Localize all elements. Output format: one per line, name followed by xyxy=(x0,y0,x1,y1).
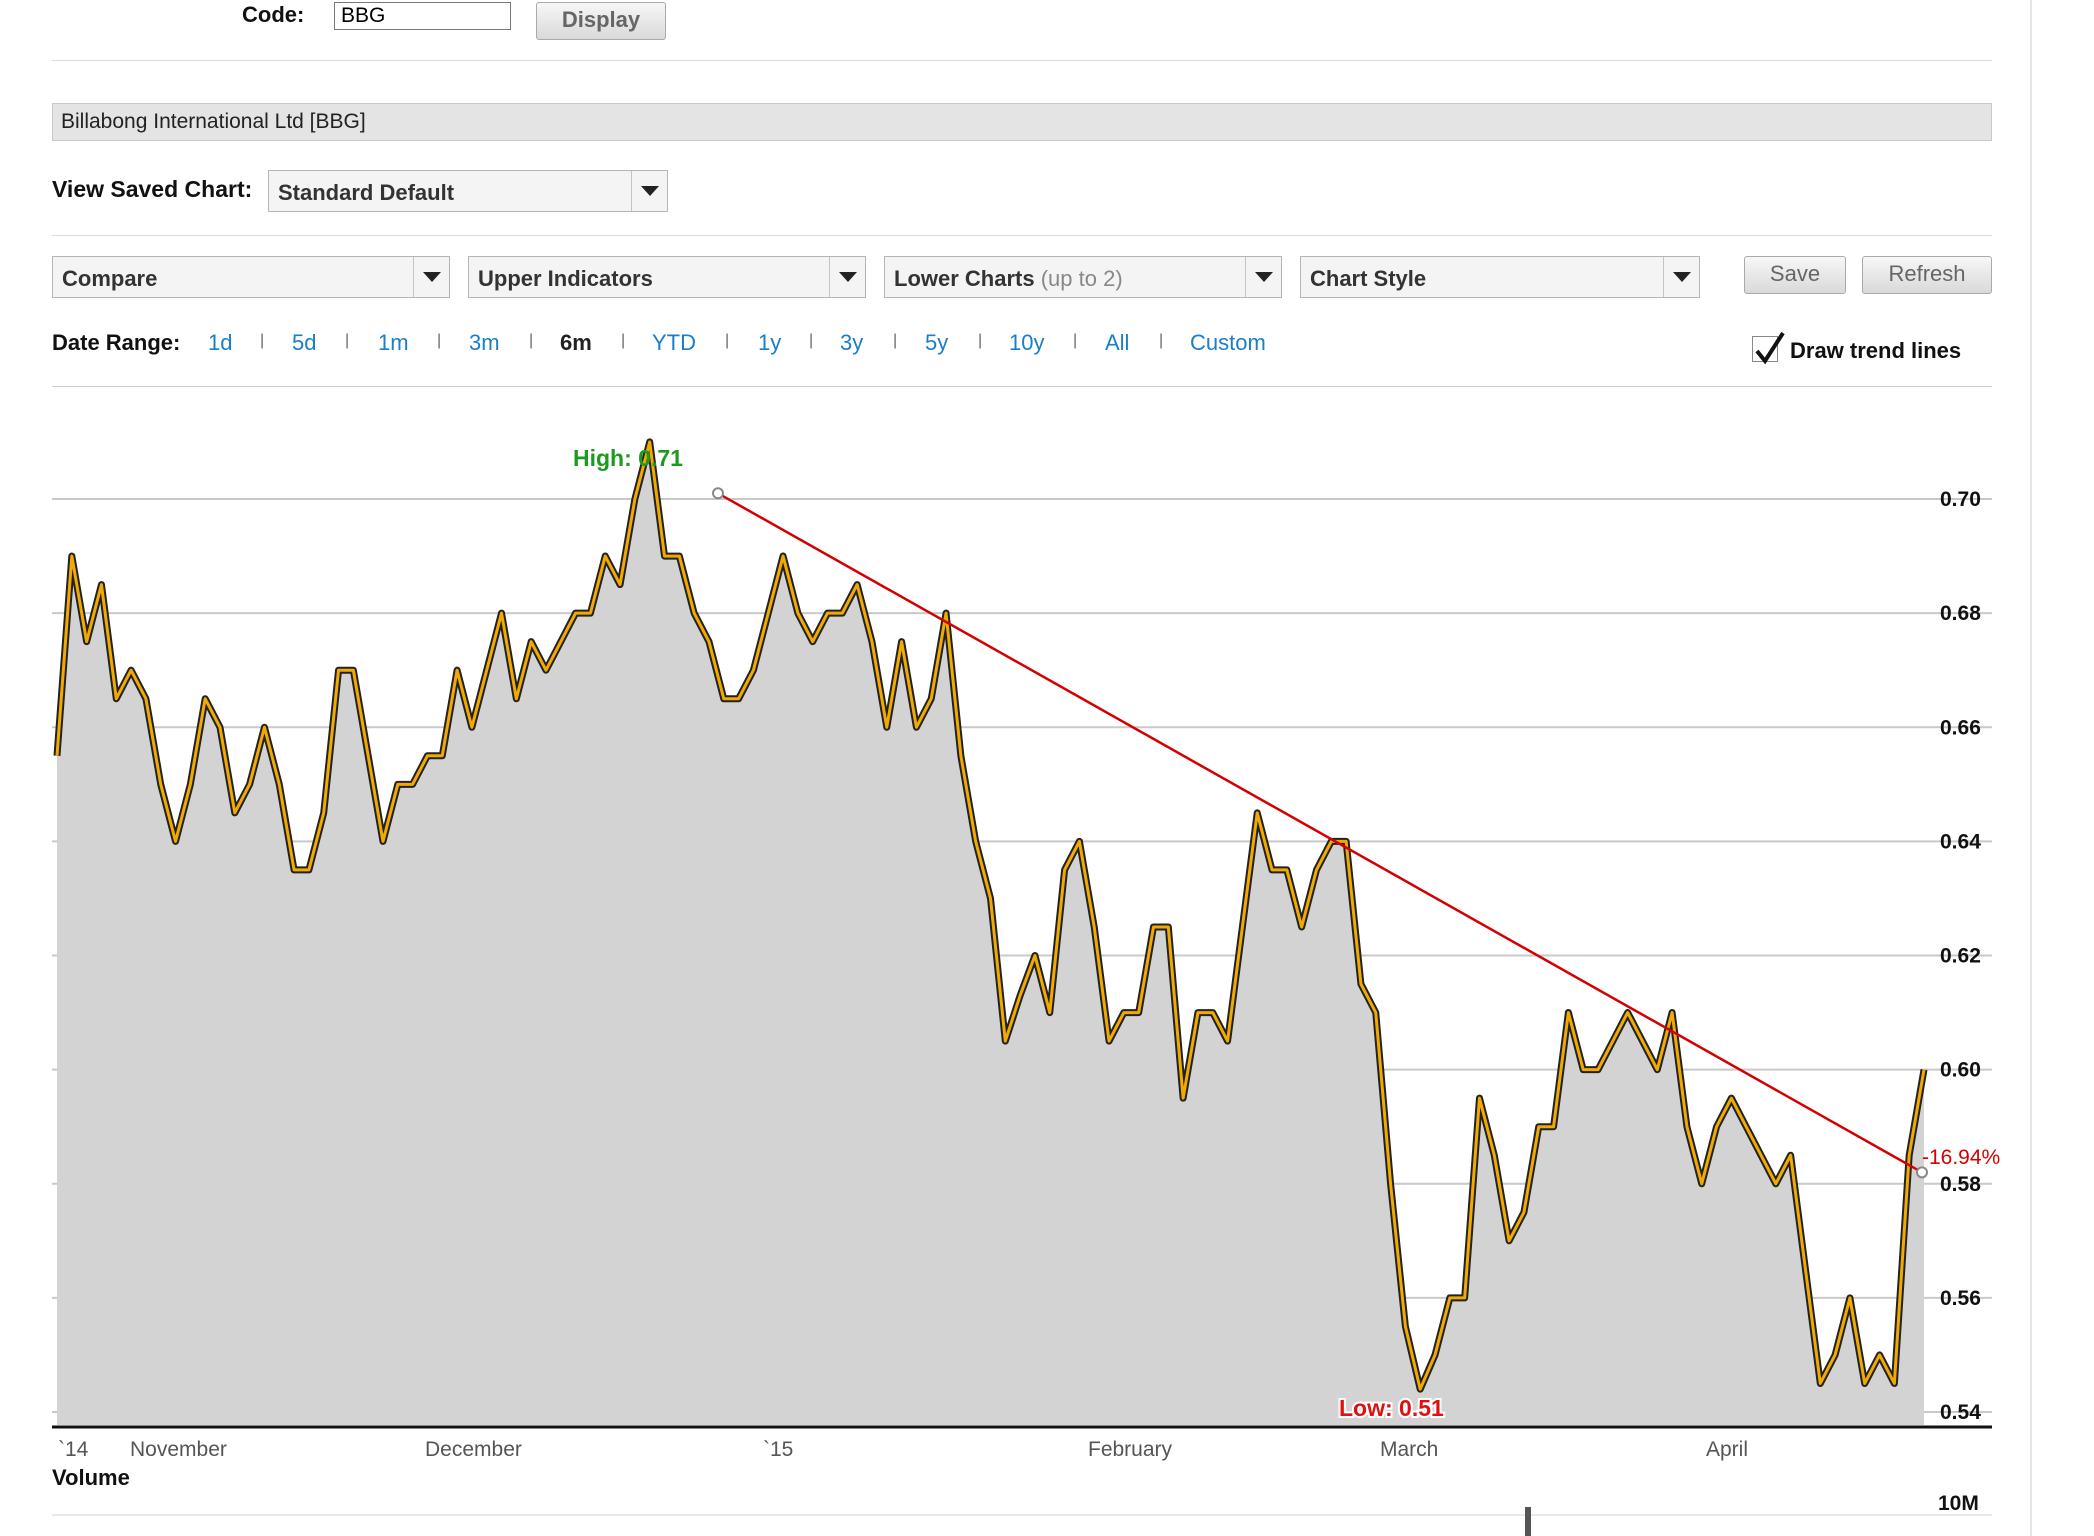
lower-charts-label: Lower Charts xyxy=(894,266,1035,291)
range-custom[interactable]: Custom xyxy=(1190,330,1266,355)
y-tick-label: 0.58 xyxy=(1940,1173,1981,1196)
y-tick-label: 0.62 xyxy=(1940,945,1981,968)
company-name: Billabong International Ltd [BBG] xyxy=(61,110,366,133)
y-tick-labels: 0.70 0.68 0.66 0.64 0.62 0.60 0.58 0.56 0.54 xyxy=(1940,488,1981,1424)
separator: | xyxy=(1073,332,1078,349)
refresh-button[interactable]: Refresh xyxy=(1862,256,1992,294)
upper-indicators-label: Upper Indicators xyxy=(478,266,653,291)
compare-label: Compare xyxy=(62,266,158,291)
lower-charts-select[interactable]: Lower Charts (up to 2) xyxy=(884,256,1282,298)
saved-chart-selected: Standard Default xyxy=(278,180,455,205)
range-1d[interactable]: 1d xyxy=(208,330,233,355)
chevron-down-icon xyxy=(631,171,667,211)
range-all[interactable]: All xyxy=(1105,330,1130,355)
range-6m[interactable]: 6m xyxy=(560,330,592,355)
low-label: Low: 0.51 xyxy=(1339,1395,1444,1421)
high-label: High: 0.71 xyxy=(573,445,683,471)
chevron-down-icon xyxy=(413,257,449,297)
x-tick-label: `14 xyxy=(58,1438,89,1461)
chevron-down-icon xyxy=(1663,257,1699,297)
trend-change-label: -16.94% xyxy=(1922,1146,2000,1169)
chart-style-label: Chart Style xyxy=(1310,266,1427,291)
price-line xyxy=(55,440,1926,1391)
separator: | xyxy=(260,332,265,349)
range-3m[interactable]: 3m xyxy=(469,330,500,355)
separator: | xyxy=(809,332,814,349)
range-5d[interactable]: 5d xyxy=(292,330,317,355)
y-tick-label: 0.68 xyxy=(1940,602,1981,625)
display-button[interactable]: Display xyxy=(536,2,666,40)
x-tick-labels: `14 November December `15 February March April xyxy=(58,1438,1748,1461)
code-label: Code: xyxy=(242,2,305,27)
separator: | xyxy=(978,332,983,349)
separator: | xyxy=(725,332,730,349)
separator: | xyxy=(893,332,898,349)
range-ytd[interactable]: YTD xyxy=(652,330,696,355)
separator: | xyxy=(529,332,534,349)
separator: | xyxy=(621,332,626,349)
checkmark-icon xyxy=(1755,331,1785,365)
x-tick-label: March xyxy=(1380,1438,1438,1461)
trend-lines-label: Draw trend lines xyxy=(1790,338,1962,363)
range-3y[interactable]: 3y xyxy=(840,330,864,355)
volume-bar xyxy=(1525,1507,1531,1536)
y-tick-label: 0.60 xyxy=(1940,1059,1981,1082)
compare-select[interactable]: Compare xyxy=(52,256,450,298)
trend-line-start-handle xyxy=(712,487,724,500)
separator: | xyxy=(345,332,350,349)
range-1m[interactable]: 1m xyxy=(378,330,409,355)
chevron-down-icon xyxy=(1245,257,1281,297)
y-tick-label: 0.70 xyxy=(1940,488,1981,511)
save-button[interactable]: Save xyxy=(1744,256,1846,294)
range-5y[interactable]: 5y xyxy=(925,330,949,355)
trend-line-end-handle xyxy=(1916,1166,1928,1179)
y-tick-label: 0.54 xyxy=(1940,1401,1981,1424)
code-input[interactable] xyxy=(334,2,511,30)
price-chart: 0.70 0.68 0.66 0.64 0.62 0.60 0.58 0.56 0.54 `14… xyxy=(52,438,2000,1536)
separator: | xyxy=(1159,332,1164,349)
x-tick-label: February xyxy=(1088,1438,1173,1461)
saved-chart-label: View Saved Chart: xyxy=(52,176,253,202)
company-name-bar: Billabong International Ltd [BBG] xyxy=(52,103,1992,141)
trend-line xyxy=(717,492,1923,1174)
x-tick-label: December xyxy=(425,1438,522,1461)
volume-label: Volume xyxy=(52,1465,130,1490)
trend-lines-checkbox[interactable] xyxy=(1752,331,1785,365)
range-1y[interactable]: 1y xyxy=(758,330,782,355)
divider xyxy=(52,235,1992,236)
y-tick-label: 0.66 xyxy=(1940,716,1981,739)
lower-charts-hint: (up to 2) xyxy=(1040,266,1123,291)
right-margin xyxy=(2030,0,2094,1536)
divider xyxy=(52,60,1992,61)
x-tick-label: November xyxy=(130,1438,227,1461)
date-range-label: Date Range: xyxy=(52,330,181,355)
y-tick-label: 0.56 xyxy=(1940,1287,1981,1310)
price-area xyxy=(57,441,1924,1425)
chevron-down-icon xyxy=(829,257,865,297)
saved-chart-select[interactable]: Standard Default xyxy=(268,170,668,212)
divider xyxy=(52,386,1992,387)
chart-style-select[interactable]: Chart Style xyxy=(1300,256,1700,298)
x-tick-label: April xyxy=(1706,1438,1748,1461)
y-tick-label: 0.64 xyxy=(1940,830,1981,853)
x-tick-label: `15 xyxy=(763,1438,793,1461)
volume-tick-label: 10M xyxy=(1938,1492,1979,1515)
separator: | xyxy=(437,332,442,349)
range-10y[interactable]: 10y xyxy=(1009,330,1045,355)
upper-indicators-select[interactable]: Upper Indicators xyxy=(468,256,866,298)
